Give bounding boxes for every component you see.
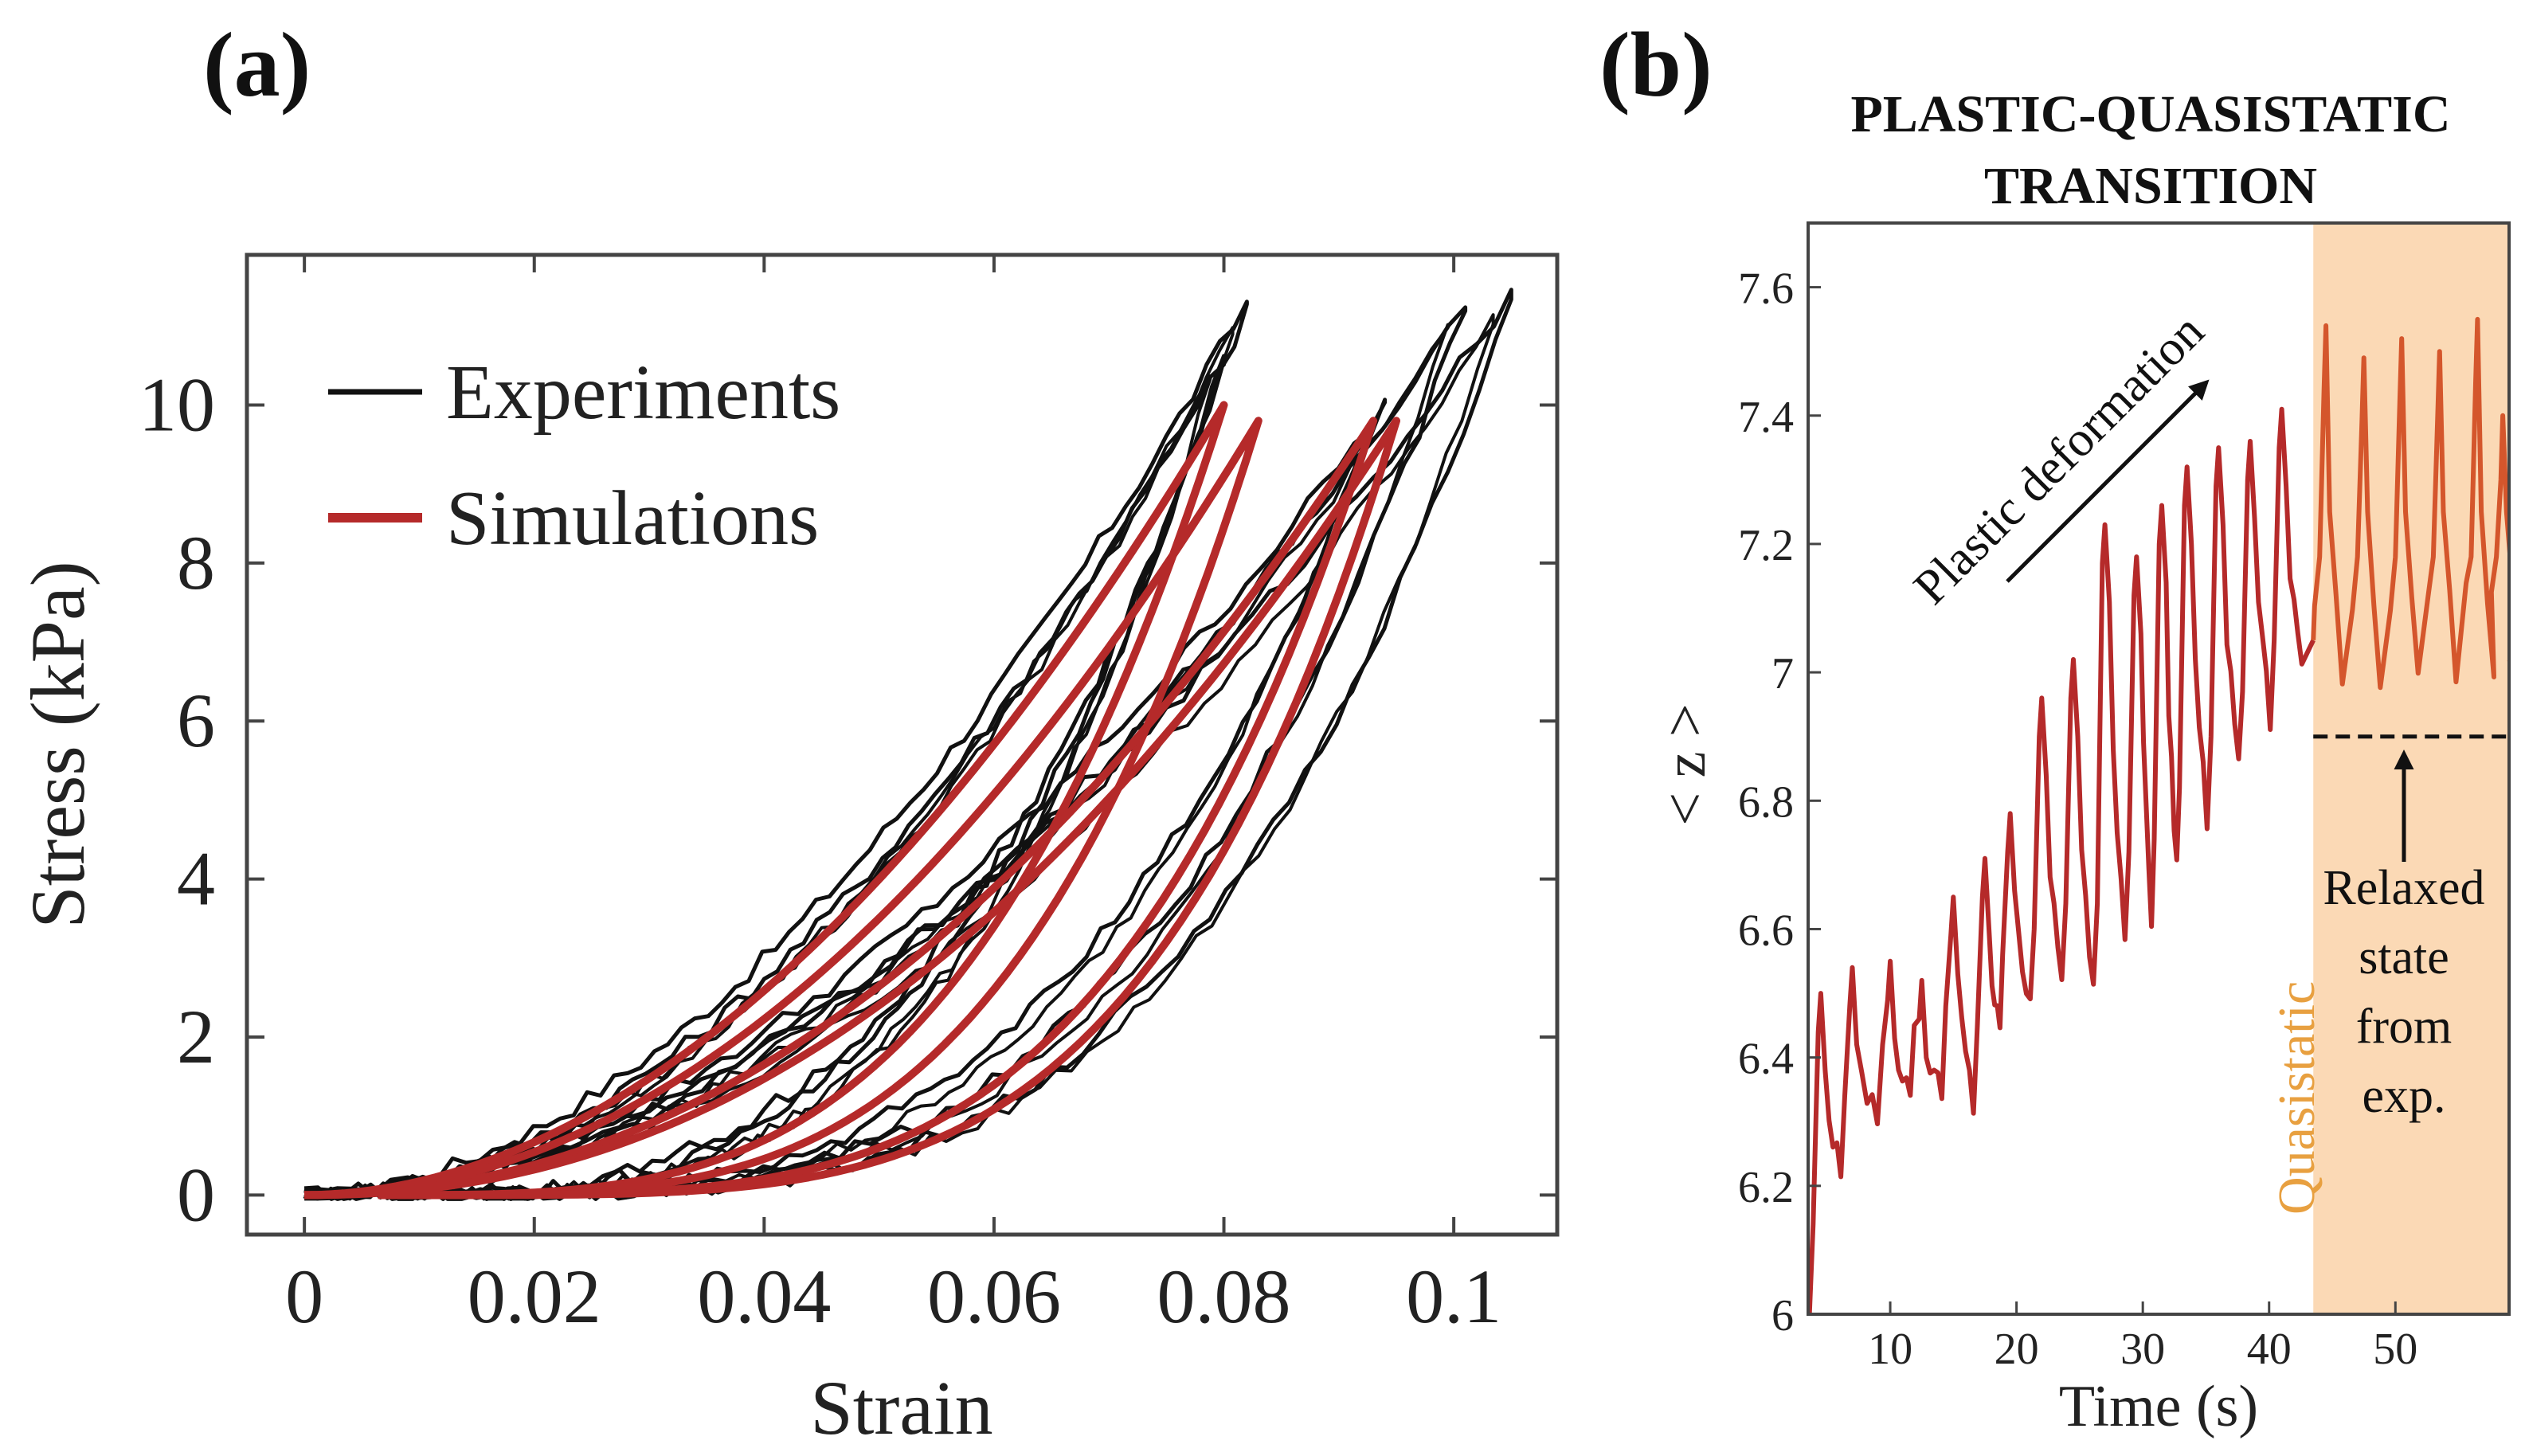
y-tick-label: 6.4 xyxy=(1738,1035,1794,1084)
panel-b-ticks: 10 20 30 40 50 6 6.2 6.4 6.6 6.8 7 7.2 7.4 7.6 xyxy=(1738,264,2417,1374)
x-tick-label: 0.02 xyxy=(468,1254,601,1339)
y-tick-label: 10 xyxy=(139,362,215,447)
relaxed-state-label-line-3: from xyxy=(2356,1000,2453,1054)
panel-b-letter: (b) xyxy=(1599,14,1713,116)
legend-simulations-label: Simulations xyxy=(446,476,819,562)
x-tick-label: 0.08 xyxy=(1157,1254,1291,1339)
panel-b-title-line-1: PLASTIC-QUASISTATIC xyxy=(1850,85,2450,143)
panel-b-axes-frame xyxy=(1807,221,2511,1316)
legend-experiments-label: Experiments xyxy=(446,350,840,436)
panel-b-y-axis-label: < z > xyxy=(1653,703,1718,825)
panel-a-legend: Experiments Simulations xyxy=(328,350,840,562)
simulation-loop xyxy=(304,401,1228,1200)
simulation-loop xyxy=(304,417,1400,1200)
y-tick-label: 7.4 xyxy=(1738,393,1794,442)
plastic-deformation-series xyxy=(1808,406,2316,1314)
y-tick-label: 7.6 xyxy=(1738,264,1794,314)
y-tick-label: 6.2 xyxy=(1738,1163,1794,1212)
x-tick-label: 50 xyxy=(2373,1325,2417,1374)
y-tick-label: 4 xyxy=(177,836,215,922)
x-tick-label: 10 xyxy=(1868,1325,1912,1374)
panel-b-title-line-2: TRANSITION xyxy=(1984,157,2317,215)
panel-a-x-axis-label: Strain xyxy=(810,1365,992,1450)
simulations-curves xyxy=(304,401,1400,1200)
panel-b-x-axis-label: Time (s) xyxy=(2059,1374,2258,1439)
x-tick-label: 20 xyxy=(1995,1325,2039,1374)
panel-b: (b) PLASTIC-QUASISTATIC TRANSITION 10 20 3… xyxy=(1599,14,2511,1439)
plastic-deformation-label: Plastic deformation xyxy=(1904,304,2214,615)
relaxed-state-label-line-2: state xyxy=(2359,930,2449,984)
quasistatic-label: Quasistatic xyxy=(2268,981,2326,1215)
x-tick-label: 0.04 xyxy=(697,1254,831,1339)
panel-a-plot xyxy=(303,288,1513,1201)
panel-a-y-axis-label: Stress (kPa) xyxy=(15,561,100,928)
panel-a-axes-frame xyxy=(245,252,1560,1237)
y-tick-label: 6 xyxy=(177,678,215,763)
y-tick-label: 6 xyxy=(1771,1291,1794,1341)
y-tick-label: 6.8 xyxy=(1738,777,1794,827)
experiment-loop xyxy=(304,326,1235,1201)
simulation-loop xyxy=(304,417,1262,1200)
x-tick-label: 0.06 xyxy=(927,1254,1061,1339)
panel-b-plot xyxy=(1808,316,2509,1314)
plastic-deformation-arrow xyxy=(2006,379,2210,583)
x-tick-label: 0 xyxy=(285,1254,323,1339)
x-tick-label: 0.1 xyxy=(1406,1254,1501,1339)
y-tick-label: 2 xyxy=(177,994,215,1079)
x-tick-label: 40 xyxy=(2247,1325,2292,1374)
y-tick-label: 7.2 xyxy=(1738,521,1794,570)
y-tick-label: 8 xyxy=(177,520,215,605)
experiment-loop xyxy=(303,313,1495,1201)
y-tick-label: 6.6 xyxy=(1738,906,1794,955)
experiment-loop xyxy=(303,299,1249,1201)
panel-a-letter: (a) xyxy=(203,14,311,116)
experiment-loop xyxy=(303,305,1468,1201)
relaxed-state-label-line-4: exp. xyxy=(2362,1069,2445,1123)
panel-a: (a) 0 0.02 0.04 0.06 0.08 0.1 0 2 4 6 8 10 Experime… xyxy=(15,14,1560,1450)
quasistatic-series xyxy=(2311,316,2509,691)
panel-a-ticks: 0 0.02 0.04 0.06 0.08 0.1 0 2 4 6 8 10 xyxy=(139,255,1557,1339)
x-tick-label: 30 xyxy=(2120,1325,2165,1374)
y-tick-label: 7 xyxy=(1771,649,1794,699)
y-tick-label: 0 xyxy=(177,1152,215,1237)
relaxed-state-label-line-1: Relaxed xyxy=(2323,861,2484,915)
